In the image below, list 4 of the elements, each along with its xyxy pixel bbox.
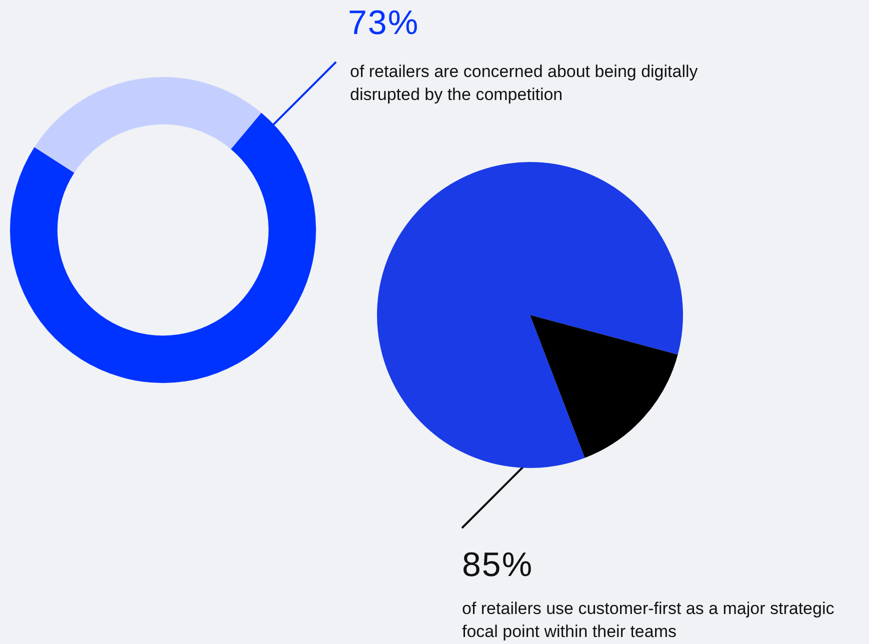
text: of retailers use customer-first as a major strategic focal point within their teams bbox=[462, 598, 836, 643]
data-label: 73% bbox=[348, 4, 420, 43]
data-label: 85% bbox=[462, 546, 534, 585]
text: of retailers are concerned about being digitally disrupted by the competition bbox=[350, 61, 699, 106]
